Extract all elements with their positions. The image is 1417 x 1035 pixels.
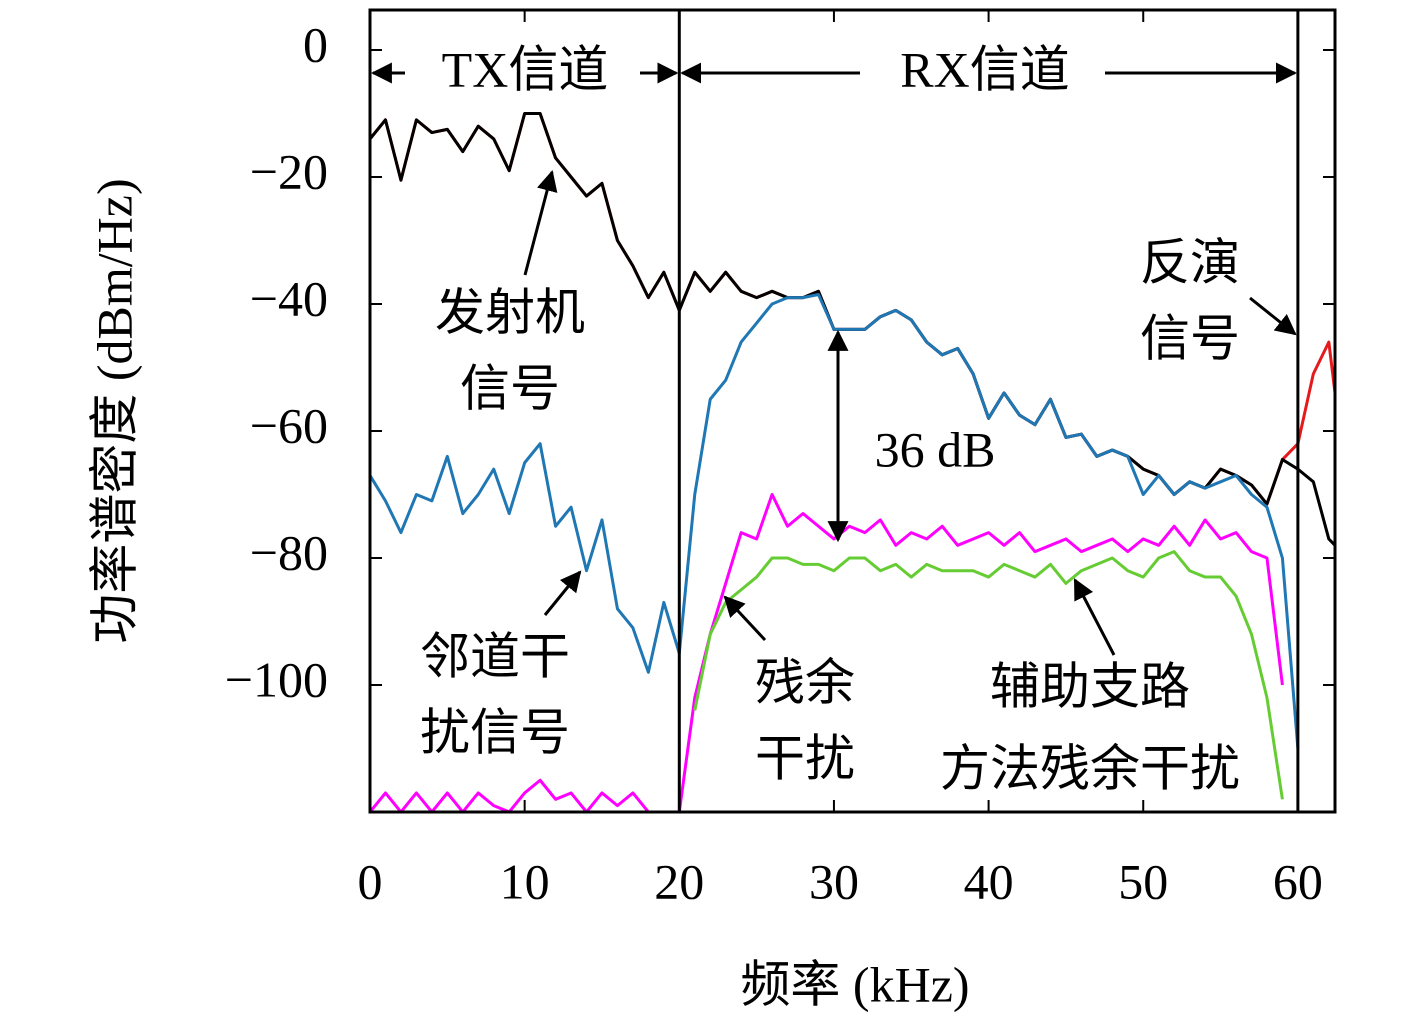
x-axis-label: 频率 (kHz) xyxy=(740,956,969,1012)
series-line xyxy=(370,493,1284,812)
x-tick-label: 50 xyxy=(1118,853,1168,909)
annotation: 邻道干 xyxy=(420,628,570,684)
channel-label: TX信道 xyxy=(442,41,609,97)
annotation: 36 dB xyxy=(875,421,996,477)
y-axis-label: 功率谱密度 (dBm/Hz) xyxy=(86,178,142,643)
x-tick-label: 0 xyxy=(358,853,383,909)
annotation: 信号 xyxy=(1140,310,1240,366)
annotation: 辅助支路 xyxy=(990,658,1190,714)
annotation-arrow xyxy=(1249,296,1297,336)
y-tick-label: 0 xyxy=(303,16,328,72)
annotation: 信号 xyxy=(460,360,560,416)
x-tick-label: 20 xyxy=(654,853,704,909)
annotation: 方法残余干扰 xyxy=(940,740,1240,796)
series-line xyxy=(370,292,1300,749)
y-tick-label: −20 xyxy=(250,143,328,199)
channel-label: RX信道 xyxy=(900,41,1069,97)
y-tick-label: −100 xyxy=(225,651,328,707)
y-tick-label: −60 xyxy=(250,397,328,453)
x-tick-label: 40 xyxy=(964,853,1014,909)
annotation: 残余 xyxy=(755,654,855,710)
annotation-arrow xyxy=(723,595,767,642)
annotation: 发射机 xyxy=(435,284,585,340)
annotation-arrow xyxy=(543,570,582,616)
annotation-arrow xyxy=(523,169,558,276)
x-tick-label: 10 xyxy=(500,853,550,909)
y-tick-label: −40 xyxy=(250,270,328,326)
annotation: 反演 xyxy=(1140,234,1240,290)
annotation-arrow xyxy=(1073,578,1116,656)
plot-frame xyxy=(368,8,1337,814)
annotation: 干扰 xyxy=(755,730,855,786)
y-tick-label: −80 xyxy=(250,524,328,580)
x-tick-label: 60 xyxy=(1273,853,1323,909)
x-tick-label: 30 xyxy=(809,853,859,909)
series-line xyxy=(693,550,1284,800)
annotation: 扰信号 xyxy=(420,704,570,760)
